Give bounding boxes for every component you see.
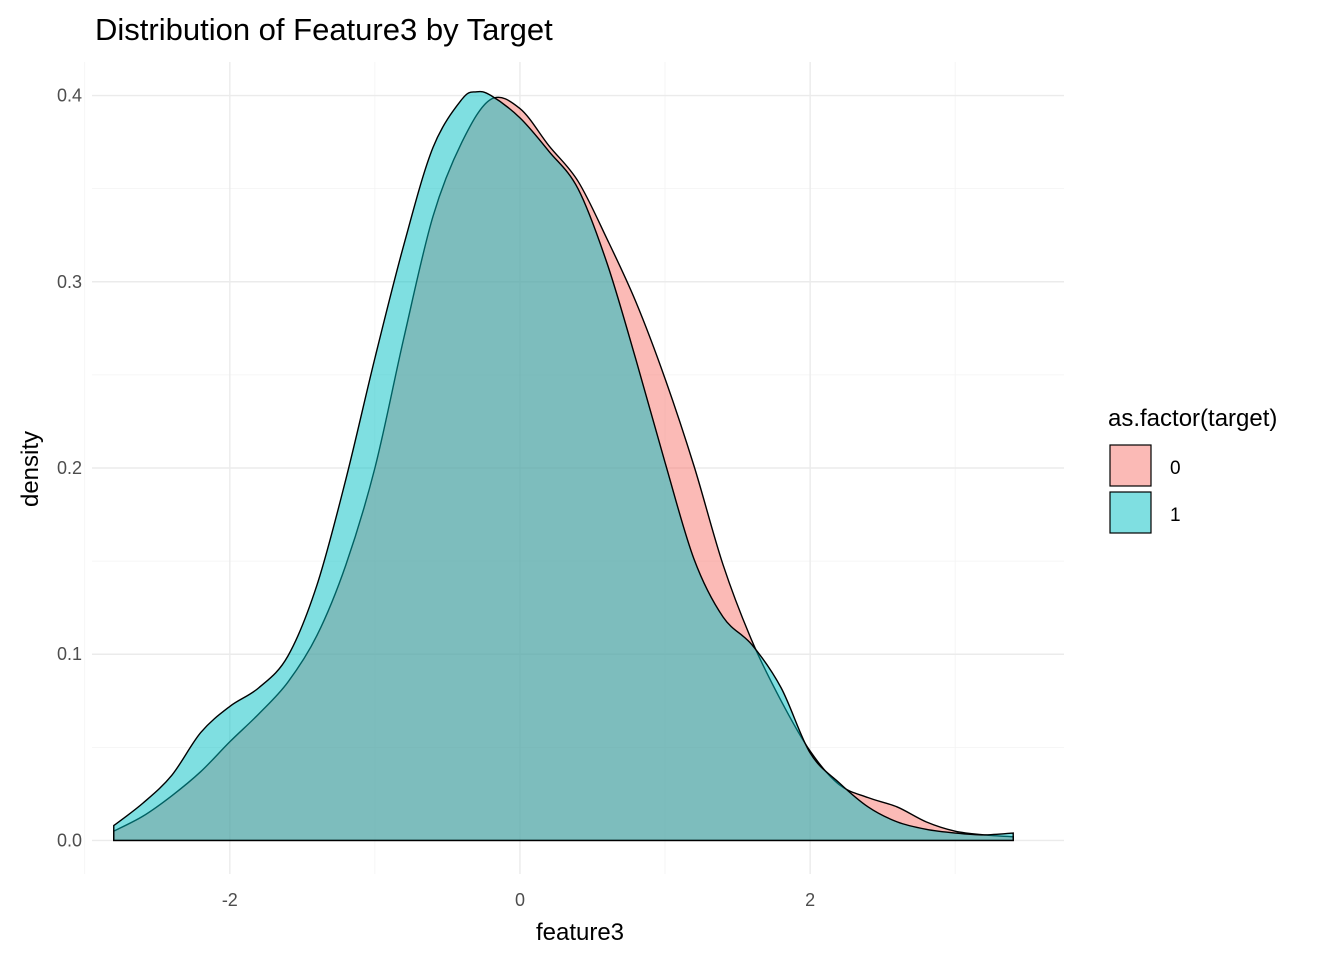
- legend-label-0: 0: [1170, 458, 1181, 479]
- x-tick-label: 0: [515, 890, 525, 910]
- y-axis-label: density: [17, 431, 44, 507]
- legend: as.factor(target) 0 1: [1108, 405, 1277, 534]
- y-tick-label: 0.4: [57, 86, 82, 106]
- y-tick-label: 0.2: [57, 458, 82, 478]
- legend-swatch-1: [1109, 491, 1152, 534]
- x-tick-label: 2: [805, 890, 815, 910]
- legend-swatch-0: [1109, 444, 1152, 487]
- x-tick-label: -2: [222, 890, 238, 910]
- chart-title: Distribution of Feature3 by Target: [95, 12, 553, 47]
- y-tick-label: 0.1: [57, 644, 82, 664]
- x-tick-labels: -2 0 2: [222, 890, 815, 910]
- density-areas: [113, 90, 1014, 842]
- legend-label-1: 1: [1170, 505, 1181, 526]
- density-area-target-1: [113, 90, 1014, 842]
- y-tick-labels: 0.0 0.1 0.2 0.3 0.4: [57, 86, 82, 851]
- y-tick-label: 0.0: [57, 830, 82, 850]
- y-tick-label: 0.3: [57, 272, 82, 292]
- legend-title: as.factor(target): [1108, 405, 1277, 432]
- x-axis-label: feature3: [536, 919, 624, 946]
